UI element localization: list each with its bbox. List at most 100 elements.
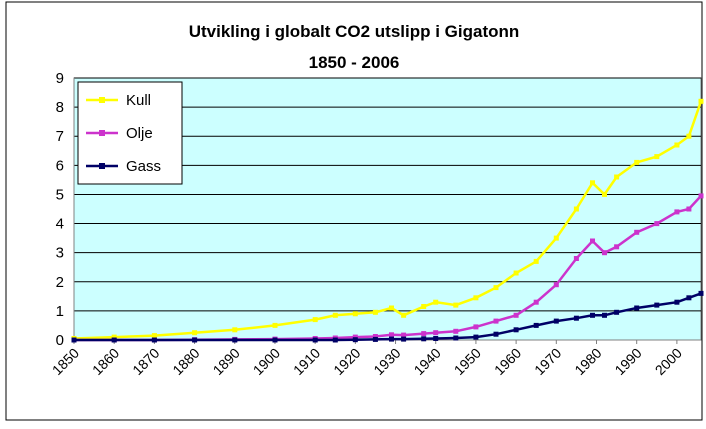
- data-point-gass: [686, 295, 692, 301]
- data-point-kull: [686, 133, 692, 139]
- data-point-kull: [634, 159, 640, 165]
- y-tick-label: 0: [56, 332, 64, 349]
- data-point-olje: [421, 331, 427, 337]
- data-point-gass: [573, 315, 579, 321]
- data-point-kull: [312, 317, 318, 323]
- data-point-kull: [433, 299, 439, 305]
- data-point-kull: [192, 330, 198, 336]
- data-point-gass: [602, 312, 607, 318]
- data-point-olje: [602, 250, 607, 256]
- data-point-olje: [614, 244, 620, 250]
- y-tick-label: 2: [56, 274, 64, 291]
- data-point-olje: [573, 256, 579, 261]
- data-point-olje: [372, 334, 378, 339]
- data-point-gass: [433, 336, 439, 341]
- data-point-kull: [573, 206, 579, 212]
- data-point-gass: [389, 336, 394, 342]
- y-tick-label: 6: [56, 157, 64, 174]
- data-point-kull: [352, 311, 358, 317]
- data-point-olje: [553, 282, 559, 288]
- data-point-kull: [421, 304, 427, 309]
- data-point-gass: [553, 318, 559, 324]
- data-point-olje: [352, 334, 358, 340]
- chart-subtitle: 1850 - 2006: [309, 53, 400, 72]
- data-point-kull: [401, 312, 407, 318]
- data-point-olje: [533, 299, 539, 305]
- data-point-olje: [590, 238, 595, 244]
- legend-marker-gass: [99, 163, 105, 169]
- y-tick-label: 7: [56, 128, 64, 145]
- data-point-gass: [352, 337, 358, 343]
- data-point-olje: [493, 318, 499, 324]
- data-point-gass: [111, 337, 117, 343]
- data-point-kull: [533, 258, 539, 264]
- data-point-gass: [272, 337, 278, 343]
- data-point-kull: [372, 309, 378, 315]
- data-point-kull: [674, 142, 680, 148]
- data-point-kull: [614, 174, 620, 180]
- data-point-gass: [590, 312, 595, 318]
- data-point-kull: [602, 191, 607, 197]
- data-point-gass: [674, 299, 680, 305]
- data-point-kull: [698, 98, 704, 104]
- data-point-gass: [698, 290, 704, 296]
- y-tick-label: 1: [56, 303, 64, 320]
- data-point-gass: [634, 305, 640, 311]
- y-tick-label: 4: [56, 216, 64, 233]
- data-point-gass: [71, 337, 77, 343]
- data-point-kull: [473, 295, 479, 301]
- data-point-olje: [389, 332, 394, 338]
- legend-marker-olje: [99, 130, 105, 136]
- legend-label-olje: Olje: [126, 125, 153, 142]
- data-point-gass: [192, 337, 198, 343]
- data-point-kull: [654, 154, 660, 160]
- data-point-kull: [513, 270, 519, 276]
- chart-title: Utvikling i globalt CO2 utslipp i Gigato…: [189, 22, 520, 41]
- data-point-olje: [433, 330, 439, 336]
- data-point-olje: [453, 328, 459, 334]
- data-point-kull: [111, 334, 117, 340]
- data-point-gass: [533, 322, 539, 328]
- data-point-kull: [553, 235, 559, 241]
- data-point-kull: [272, 322, 278, 328]
- y-tick-label: 3: [56, 245, 64, 262]
- data-point-kull: [590, 180, 595, 186]
- data-point-gass: [421, 336, 427, 342]
- data-point-olje: [513, 312, 519, 318]
- data-point-olje: [473, 324, 479, 330]
- legend-label-kull: Kull: [126, 92, 151, 109]
- data-series: [71, 98, 704, 343]
- data-point-gass: [312, 337, 318, 343]
- data-point-kull: [232, 327, 238, 333]
- data-point-gass: [614, 309, 620, 315]
- data-point-kull: [389, 305, 394, 311]
- data-point-gass: [513, 327, 519, 333]
- data-point-olje: [634, 229, 640, 235]
- data-point-gass: [232, 337, 238, 343]
- data-point-gass: [332, 337, 338, 343]
- data-point-gass: [151, 337, 157, 343]
- y-tick-label: 5: [56, 186, 64, 203]
- data-point-gass: [473, 334, 479, 340]
- y-axis-ticks: 0 1 2 3 4 5 6 7 8 9: [56, 70, 64, 349]
- data-point-olje: [674, 209, 680, 215]
- y-tick-label: 8: [56, 99, 64, 116]
- data-point-gass: [453, 335, 459, 341]
- legend-label-gass: Gass: [126, 158, 161, 175]
- data-point-olje: [698, 193, 704, 199]
- data-point-gass: [493, 331, 499, 337]
- data-point-olje: [686, 206, 692, 212]
- y-tick-label: 9: [56, 70, 64, 87]
- legend: Kull Olje Gass: [77, 81, 183, 185]
- legend-marker-kull: [99, 97, 105, 103]
- data-point-kull: [332, 312, 338, 318]
- data-point-gass: [654, 302, 660, 308]
- data-point-gass: [372, 336, 378, 342]
- data-point-gass: [401, 336, 407, 342]
- data-point-kull: [453, 302, 459, 308]
- data-point-olje: [654, 221, 660, 227]
- data-point-olje: [401, 332, 407, 338]
- data-point-kull: [151, 333, 157, 339]
- data-point-kull: [493, 285, 499, 291]
